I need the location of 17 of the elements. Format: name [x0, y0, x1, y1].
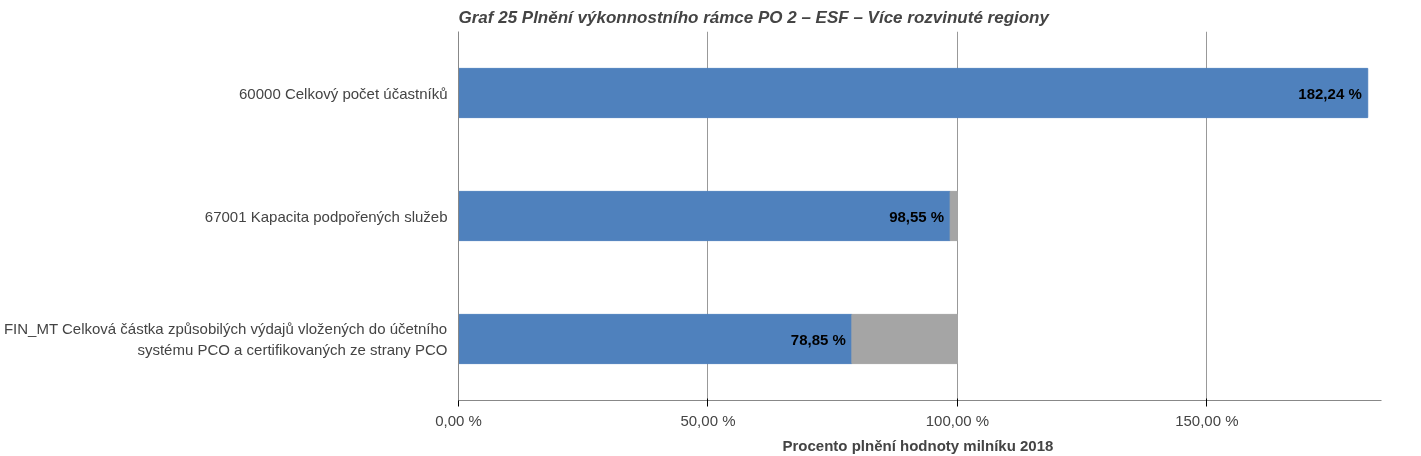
y-tick-label: 67001 Kapacita podpořených služeb	[204, 207, 448, 225]
bar	[851, 313, 958, 365]
y-tick-label: 60000 Celkový počet účastníků	[239, 84, 448, 102]
bar	[949, 190, 958, 242]
chart-title: Graf 25 Plnění výkonnostního rámce PO 2 – ESF – Více rozvinuté regiony	[458, 7, 1051, 27]
x-tick-label: 50,00 %	[680, 411, 736, 429]
x-axis-title: Procento plnění hodnoty milníku 2018	[782, 436, 1054, 454]
bar	[458, 190, 951, 242]
bar	[458, 313, 853, 365]
data-label: 78,85 %	[790, 330, 846, 348]
y-tick-label: FIN_MT Celková částka způsobilých výdajů vložených do účetního systému PCO a certifikovaných ze strany PCO	[3, 320, 448, 358]
x-tick-label: 100,00 %	[925, 411, 990, 429]
x-tick-label: 0,00 %	[435, 411, 482, 429]
data-label: 182,24 %	[1298, 84, 1362, 102]
bar	[458, 67, 1369, 119]
x-tick-label: 150,00 %	[1175, 411, 1239, 429]
data-label: 98,55 %	[889, 207, 945, 225]
